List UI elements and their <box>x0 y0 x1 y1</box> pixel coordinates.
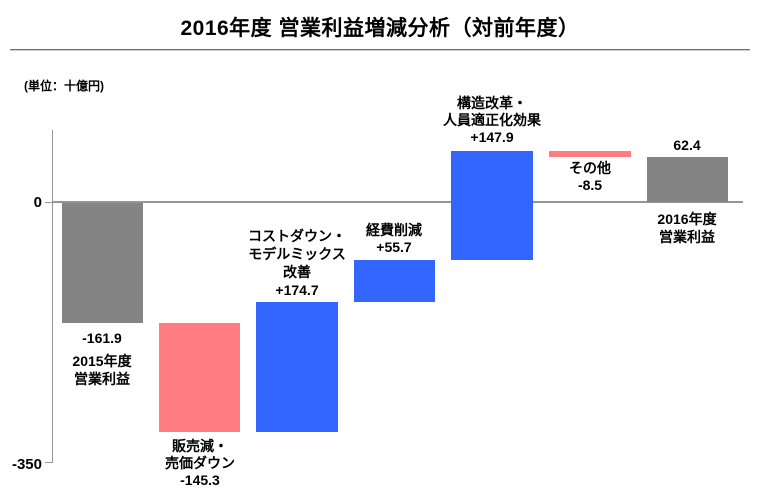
bar-2015-operating-profit <box>62 203 143 323</box>
bar-name: 構造改革・ 人員適正化効果 <box>443 95 541 128</box>
y-tick-zero <box>45 202 52 203</box>
y-tick-label-zero: 0 <box>33 194 42 211</box>
bar-structural-reform <box>451 151 533 260</box>
bar-label-2015-operating-profit: 2015年度 営業利益 <box>72 353 132 387</box>
bar-label-sales-decline-price-down: 販売減・ 売価ダウン -145.3 <box>130 438 270 489</box>
bar-value: +147.9 <box>470 129 514 145</box>
bar-cost-down-model-mix <box>256 302 338 432</box>
bar-label-others: その他 -8.5 <box>520 160 660 194</box>
bar-name: コストダウン・ モデルミックス 改善 <box>248 228 346 280</box>
bar-value: +55.7 <box>376 239 412 255</box>
bar-2016-operating-profit <box>647 157 728 202</box>
bar-expense-reduction <box>354 260 435 302</box>
bar-label-expense-reduction: 経費削減 +55.7 <box>324 222 464 256</box>
bar-value-2016-operating-profit: 62.4 <box>673 137 701 153</box>
title-divider <box>10 49 750 51</box>
page-title: 2016年度 営業利益増減分析（対前年度） <box>180 17 580 40</box>
bar-name: その他 <box>569 160 611 176</box>
bar-sales-decline-price-down <box>159 323 240 432</box>
bar-name: 経費削減 <box>366 222 422 238</box>
bar-label-structural-reform: 構造改革・ 人員適正化効果 +147.9 <box>422 95 562 146</box>
zero-baseline <box>52 201 743 203</box>
unit-label: (単位：十億円) <box>24 79 104 93</box>
bar-name: 販売減・ 売価ダウン <box>165 438 235 471</box>
y-tick-min <box>45 462 52 463</box>
y-axis-line <box>52 130 53 463</box>
bar-value: -145.3 <box>180 472 220 488</box>
bar-label-2016-operating-profit: 2016年度 営業利益 <box>657 211 717 245</box>
y-tick-label-min: -350 <box>11 456 42 473</box>
bar-label-cost-down-model-mix: コストダウン・ モデルミックス 改善 +174.7 <box>227 227 367 299</box>
bar-others <box>549 151 631 157</box>
bar-value: -8.5 <box>577 177 603 193</box>
bar-value-2015-operating-profit: -161.9 <box>82 330 122 346</box>
bar-value: +174.7 <box>275 282 319 298</box>
